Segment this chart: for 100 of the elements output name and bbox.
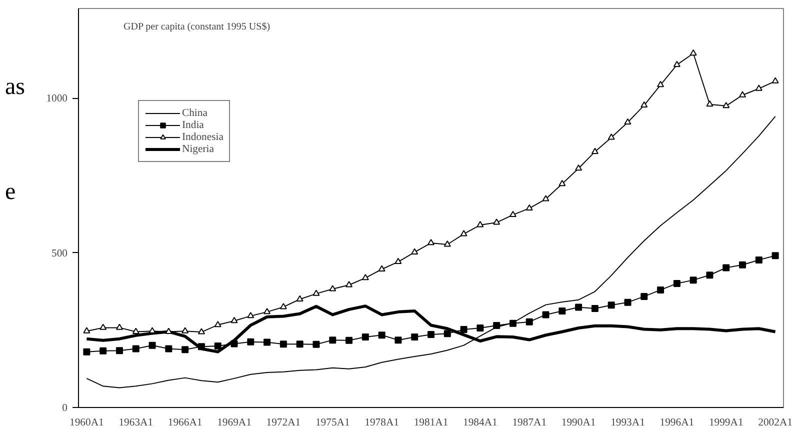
y-tick-label: 0 [62,403,68,414]
point [509,320,516,327]
point [182,327,189,334]
point [657,286,664,294]
point [657,80,664,88]
legend-label: Indonesia [182,131,224,143]
point [346,336,353,344]
x-tick-label: 1999A1 [708,418,744,428]
point [165,345,172,352]
point [640,292,648,300]
point [558,308,566,314]
point [608,302,615,309]
point [247,312,254,318]
point [673,280,680,287]
point [591,148,598,154]
point [100,324,107,330]
point [739,261,746,268]
point [132,328,140,334]
point [83,348,90,356]
point [394,336,402,344]
point [411,333,418,340]
point [476,221,484,228]
x-tick-label: 1966A1 [168,418,202,428]
x-tick-label: 1963A1 [118,418,154,428]
point [83,327,90,334]
point [296,340,304,348]
point [394,258,402,264]
point [444,330,451,338]
legend-label: Nigeria [182,143,214,155]
x-tick-label: 1993A1 [610,418,645,428]
x-tick-label: 1960A1 [70,418,104,428]
point [755,256,762,264]
point [493,218,500,225]
line-series [86,116,776,388]
point [575,164,582,171]
point [312,340,320,348]
point [214,342,222,350]
point [591,305,598,312]
point [329,336,336,344]
point [690,276,697,284]
point [526,204,533,211]
point [460,230,468,236]
point [690,49,697,56]
point [624,118,632,125]
point [706,100,714,107]
point [493,322,500,330]
point [214,320,222,328]
point [755,84,762,91]
point [198,328,205,334]
point [100,347,107,354]
point [148,342,156,349]
point [378,332,386,339]
point [116,324,123,330]
point [182,346,189,354]
point [722,102,730,108]
x-tick-label: 1996A1 [660,418,694,428]
point [230,316,238,324]
point [362,333,369,340]
point [624,298,632,306]
point [444,240,451,247]
point [280,303,287,310]
point [428,331,434,338]
text: as [5,73,25,102]
point [542,311,550,318]
point [296,295,304,302]
point [428,238,434,246]
text: GDP per capita (constant 1995 US$) [124,22,270,32]
x-tick-label: 1990A1 [561,418,596,428]
x-tick-label: 1984A1 [463,418,498,428]
x-tick-label: 1981A1 [414,418,448,428]
point [411,248,418,254]
point [165,328,172,334]
point [526,318,533,326]
point [247,338,254,346]
point [198,343,205,350]
x-tick-label: 1987A1 [512,418,547,428]
point [312,290,320,296]
x-tick-label: 1978A1 [364,418,399,428]
point [460,326,468,334]
text: e [5,178,16,207]
point [509,210,516,218]
x-tick-label: 1975A1 [315,418,350,428]
y-tick-label: 500 [52,248,68,260]
legend-label: India [182,119,204,131]
legend-label: China [182,107,208,119]
point [362,274,369,280]
point [722,264,730,272]
point [230,340,238,348]
point [264,338,271,346]
x-tick-label: 2002A1 [758,418,792,428]
y-tick-label: 1000 [46,94,68,105]
point [772,252,779,260]
point [706,272,714,279]
point [772,77,779,84]
point [673,60,680,68]
point [329,285,336,292]
point [378,265,386,272]
point [148,327,156,334]
x-tick-label: 1972A1 [266,418,301,428]
point [640,101,648,108]
